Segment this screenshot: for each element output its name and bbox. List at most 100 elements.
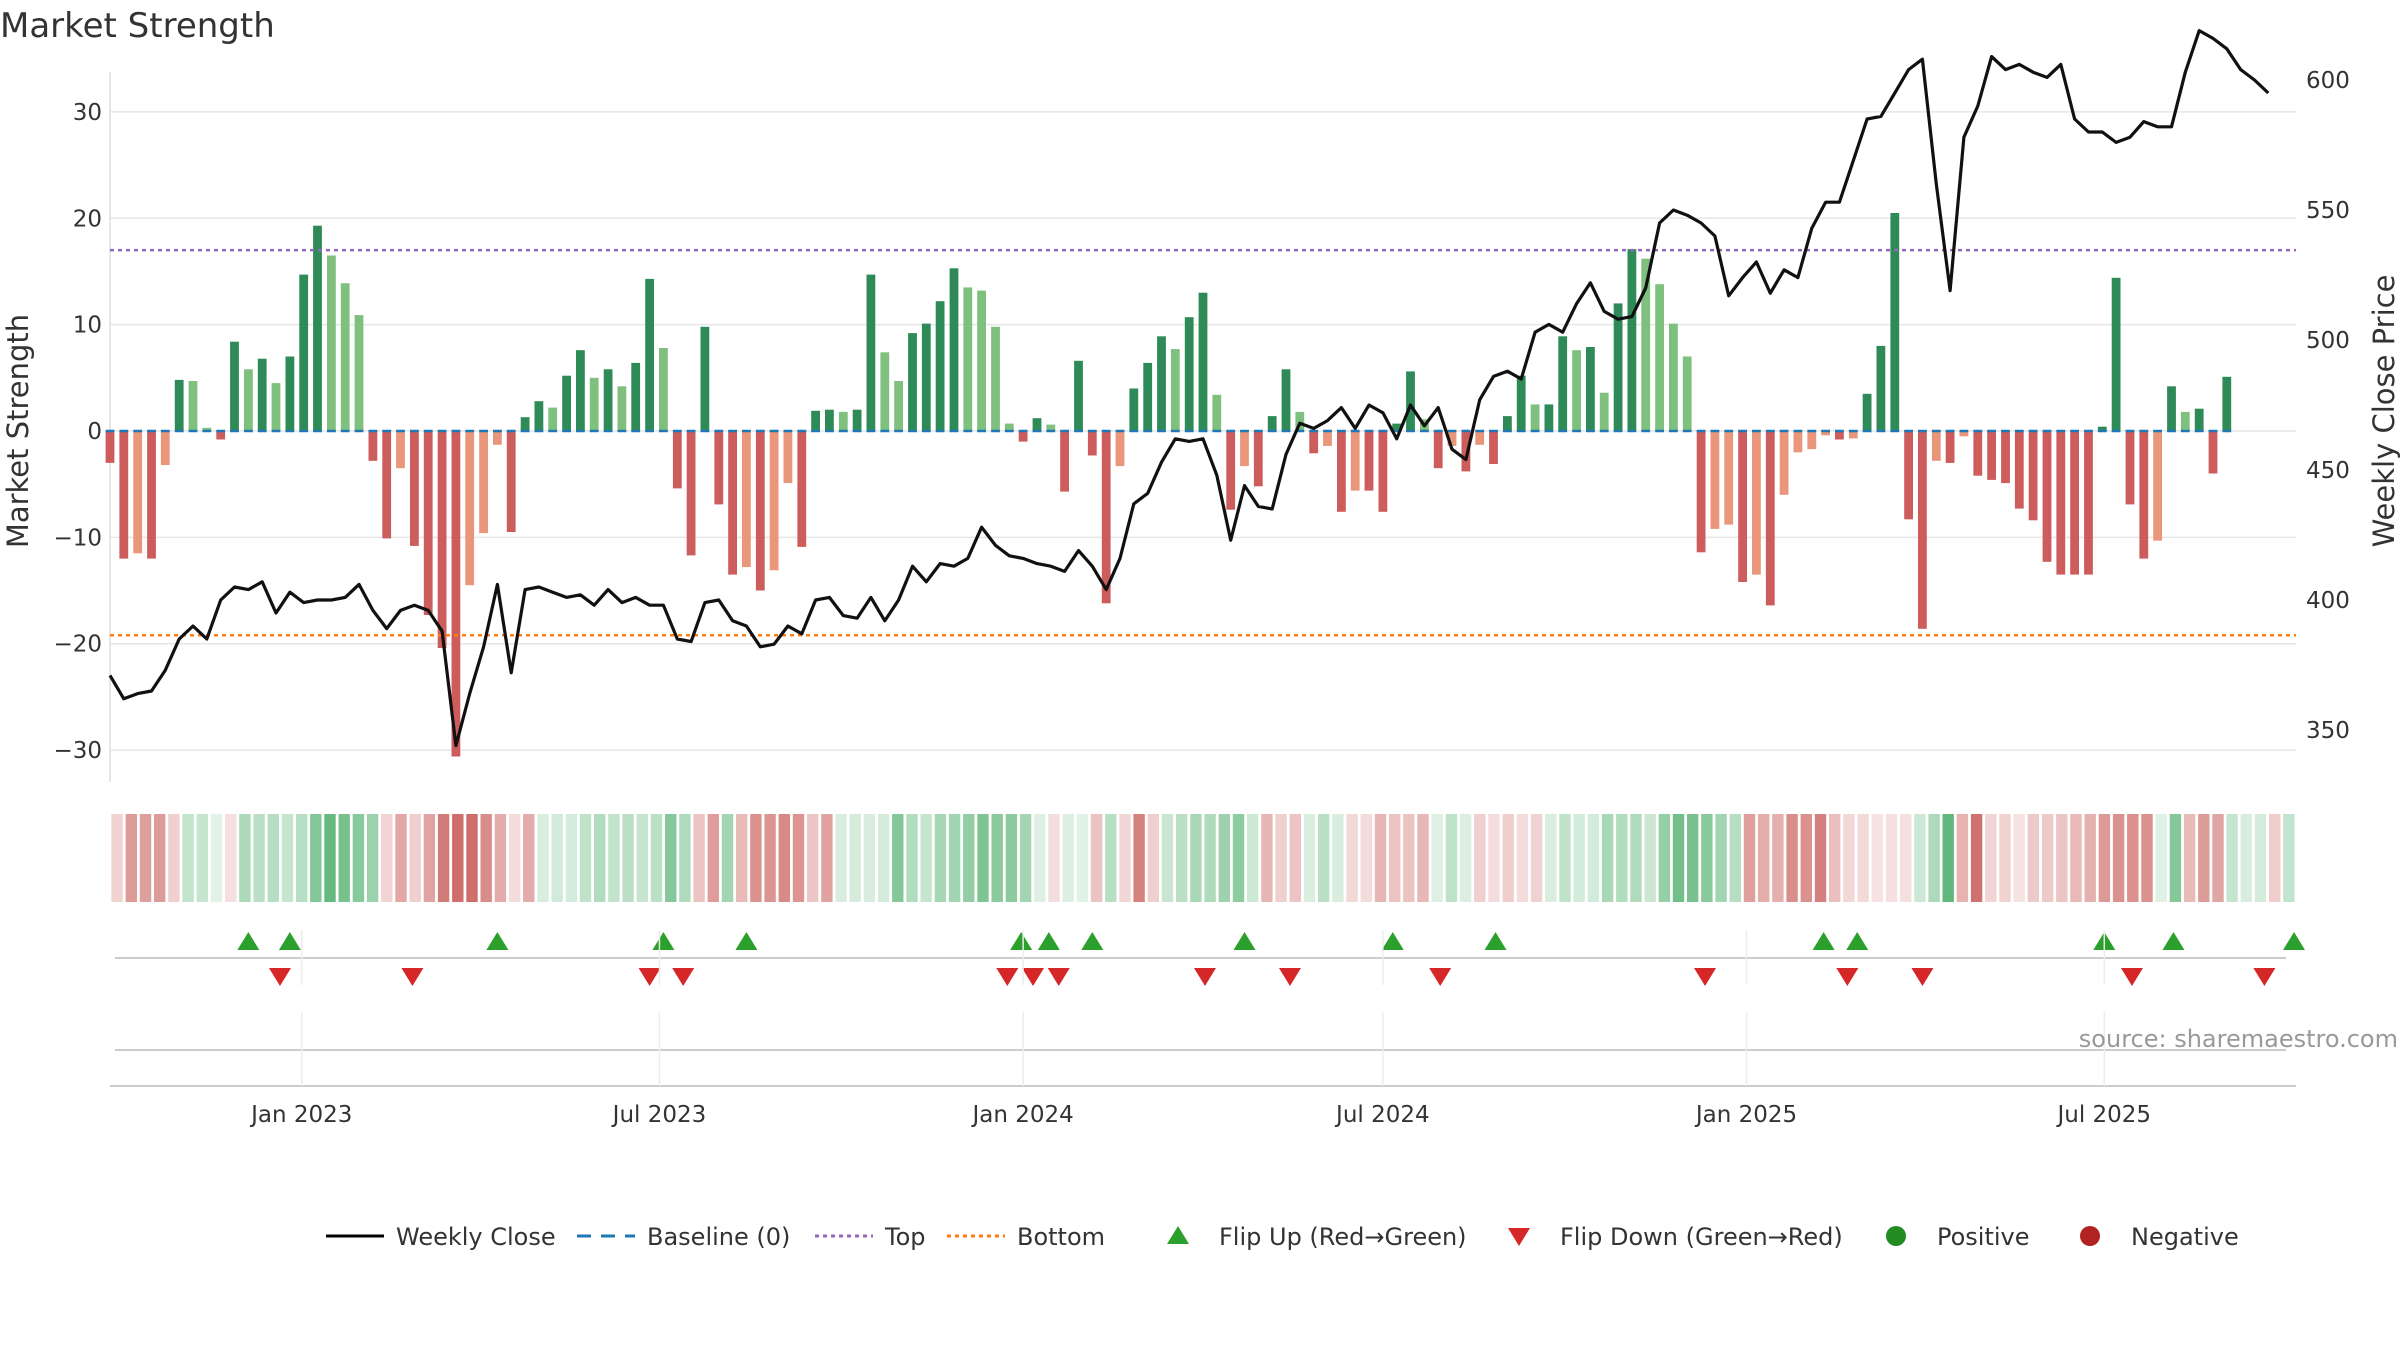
strength-bar	[838, 411, 848, 431]
heat-cell	[324, 814, 336, 902]
strength-bar	[202, 427, 212, 431]
heat-cell	[1318, 814, 1330, 902]
heat-cell	[1389, 814, 1401, 902]
strength-bar	[1281, 369, 1291, 431]
heat-cell	[2070, 814, 2082, 902]
flip-up-marker	[1010, 932, 1033, 950]
x-tick-label: Jan 2025	[1694, 1102, 1797, 1128]
flip-up-marker	[1484, 932, 1507, 950]
strength-bar	[576, 350, 585, 431]
heat-cell	[1687, 814, 1699, 902]
heat-cell	[565, 814, 578, 902]
strength-bar	[1765, 431, 1775, 606]
heat-cell	[381, 814, 393, 902]
strength-bar	[160, 431, 170, 465]
heat-cell	[1545, 814, 1557, 902]
heat-cell	[1843, 814, 1855, 902]
heat-cell	[551, 814, 563, 902]
strength-bar	[1226, 431, 1236, 510]
legend-item: Top	[815, 1223, 926, 1251]
strength-bar	[2180, 411, 2190, 431]
strength-bar	[825, 409, 834, 431]
heat-cell	[821, 814, 833, 902]
strength-bar	[1669, 323, 1678, 431]
strength-bar	[617, 386, 627, 431]
right-tick-label: 450	[2306, 458, 2350, 484]
strength-bar	[949, 268, 959, 431]
heat-cell	[1502, 814, 1514, 902]
flip-down-marker	[2253, 968, 2276, 986]
strength-bar	[1074, 360, 1083, 431]
strength-bar	[1724, 431, 1734, 525]
legend-item: Flip Down (Green→Red)	[1508, 1223, 1843, 1251]
strength-bar	[299, 274, 309, 431]
heat-cell	[1190, 814, 1202, 902]
heat-cell	[1573, 814, 1585, 902]
heat-cell	[395, 814, 407, 902]
strength-bar	[465, 431, 475, 586]
strength-bar	[548, 407, 558, 431]
heat-cell	[480, 814, 492, 902]
strength-bar	[1931, 431, 1941, 461]
heat-cell	[1516, 814, 1529, 902]
strength-bar	[1115, 431, 1125, 467]
flip-markers-panel	[115, 932, 2306, 1051]
heat-cell	[1048, 814, 1060, 902]
heat-cell	[1559, 814, 1571, 902]
heat-cell	[1374, 814, 1387, 902]
heat-cell	[1999, 814, 2011, 902]
heat-cell	[125, 814, 137, 902]
strength-bar	[1406, 371, 1415, 431]
heat-cell	[1715, 814, 1727, 902]
heat-cell	[1672, 814, 1685, 902]
strength-bar	[631, 362, 641, 431]
strength-bar	[451, 431, 461, 757]
heat-cell	[409, 814, 421, 902]
strength-bar	[1904, 431, 1913, 520]
strength-bar	[340, 283, 350, 431]
heat-cell	[2041, 814, 2054, 902]
heat-cell	[1488, 814, 1500, 902]
strength-bar	[534, 401, 544, 431]
left-tick-label: −10	[53, 525, 102, 551]
heat-cell	[210, 814, 223, 902]
heat-cell	[296, 814, 308, 902]
strength-bar	[119, 431, 129, 559]
strength-bar	[1378, 431, 1388, 512]
strength-bar	[1959, 431, 1969, 437]
legend-swatch	[1167, 1226, 1189, 1244]
strength-bar	[935, 301, 945, 431]
strength-bar	[977, 290, 986, 431]
flip-up-marker	[486, 932, 509, 950]
heat-cell	[1204, 814, 1216, 902]
heat-cell	[736, 814, 748, 902]
heat-cell	[2013, 814, 2025, 902]
heat-cell	[1814, 814, 1827, 902]
strength-bar	[783, 431, 793, 484]
flip-down-marker	[401, 968, 424, 986]
x-tick-label: Jul 2025	[2055, 1102, 2151, 1128]
flip-down-marker	[1047, 968, 1070, 986]
heat-cell	[2141, 814, 2153, 902]
heat-cell	[1417, 814, 1429, 902]
strength-bar	[133, 431, 143, 554]
strength-bar	[1253, 431, 1263, 487]
heat-cell	[1474, 814, 1486, 902]
strength-bar	[354, 315, 364, 431]
flip-down-marker	[996, 968, 1019, 986]
close-price-line	[108, 29, 2270, 748]
strength-bar	[1157, 336, 1166, 431]
left-tick-label: 30	[73, 100, 102, 126]
heat-cell	[154, 814, 166, 902]
strength-bar	[1143, 362, 1153, 431]
heat-cell	[1303, 814, 1316, 902]
heat-cell	[1956, 814, 1969, 902]
strength-bar	[2042, 431, 2052, 562]
heat-cell	[1005, 814, 1018, 902]
strength-bar	[2222, 376, 2232, 431]
heat-cell	[1034, 814, 1046, 902]
heat-cell	[253, 814, 265, 902]
heat-cell	[1928, 814, 1940, 902]
heat-cell	[523, 814, 535, 902]
